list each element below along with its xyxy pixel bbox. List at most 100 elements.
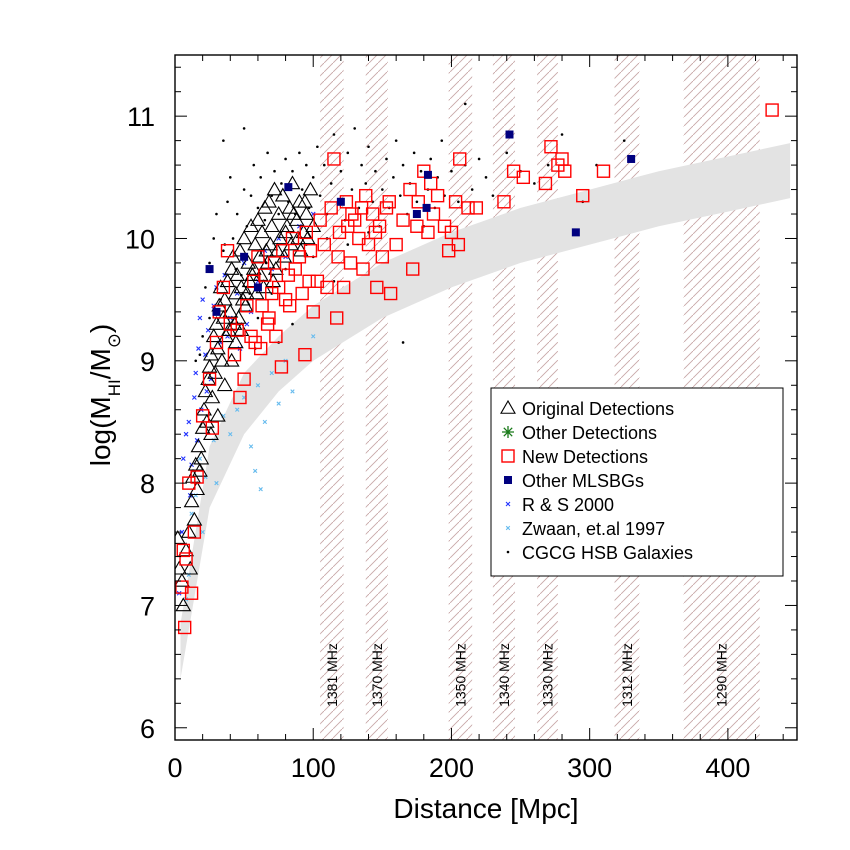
point-original-detections	[193, 450, 210, 465]
point-zwaan-et-al-1997	[197, 456, 203, 461]
point-r-s-2000	[196, 346, 201, 351]
point-cgcg-hsb-galaxies	[280, 182, 283, 185]
point-new-detections	[461, 201, 475, 215]
legend-label-r-s-2000: R & S 2000	[522, 495, 614, 515]
point-original-detections	[209, 407, 226, 422]
point-cgcg-hsb-galaxies	[222, 139, 225, 142]
point-cgcg-hsb-galaxies	[477, 157, 481, 161]
point-new-detections	[406, 262, 420, 276]
point-new-detections	[375, 250, 390, 264]
point-cgcg-hsb-galaxies	[198, 353, 202, 356]
point-original-detections	[197, 383, 214, 398]
point-original-detections	[227, 334, 244, 349]
y-tick-label: 11	[127, 102, 155, 132]
legend-box	[490, 387, 784, 577]
point-new-detections	[453, 152, 467, 166]
x-tick-label: 0	[167, 753, 182, 783]
point-cgcg-hsb-galaxies	[381, 188, 384, 191]
point-cgcg-hsb-galaxies	[259, 176, 262, 179]
point-original-detections	[276, 248, 293, 263]
point-new-detections	[469, 201, 484, 215]
point-other-mlsbgs	[284, 183, 293, 192]
point-new-detections	[538, 176, 553, 191]
point-cgcg-hsb-galaxies	[291, 169, 294, 173]
point-new-detections	[313, 213, 327, 227]
point-original-detections	[222, 303, 239, 318]
point-r-s-2000	[183, 431, 189, 437]
rfi-band-label: 1330 MHz	[540, 643, 556, 707]
point-original-detections	[229, 267, 246, 281]
point-original-detections	[285, 205, 302, 220]
point-new-detections	[430, 188, 445, 203]
legend-marker-zwaan-et-al-1997	[505, 525, 511, 531]
point-cgcg-hsb-galaxies	[374, 169, 377, 173]
point-original-detections	[245, 260, 262, 275]
point-cgcg-hsb-galaxies	[231, 237, 235, 240]
rfi-band-label: 1381 MHz	[324, 643, 340, 707]
point-cgcg-hsb-galaxies	[457, 200, 460, 204]
point-cgcg-hsb-galaxies	[266, 151, 269, 155]
point-new-detections	[187, 525, 202, 539]
data-points	[175, 102, 779, 635]
point-cgcg-hsb-galaxies	[318, 194, 322, 197]
legend-marker-other-detections	[502, 426, 514, 438]
y-axis-title-end: )	[85, 324, 116, 333]
point-new-detections	[176, 543, 190, 558]
point-original-detections	[175, 597, 192, 612]
rfi-band-label: 1340 MHz	[496, 643, 512, 707]
point-cgcg-hsb-galaxies	[533, 182, 536, 185]
point-zwaan-et-al-1997	[255, 383, 261, 388]
point-cgcg-hsb-galaxies	[252, 163, 256, 167]
point-new-detections	[361, 237, 376, 252]
point-original-detections	[190, 438, 207, 453]
point-cgcg-hsb-galaxies	[311, 176, 315, 179]
point-cgcg-hsb-galaxies	[322, 163, 326, 167]
point-new-detections	[302, 274, 316, 288]
point-zwaan-et-al-1997	[276, 401, 281, 406]
point-cgcg-hsb-galaxies	[429, 157, 433, 161]
point-cgcg-hsb-galaxies	[484, 176, 488, 179]
point-new-detections	[497, 195, 511, 209]
point-new-detections	[179, 552, 193, 566]
point-original-detections	[216, 377, 233, 392]
point-original-detections	[272, 230, 288, 245]
point-original-detections	[196, 401, 212, 416]
point-new-detections	[227, 347, 242, 362]
point-new-detections	[177, 620, 192, 635]
point-cgcg-hsb-galaxies	[222, 249, 225, 253]
point-original-detections	[182, 560, 199, 575]
point-new-detections	[299, 225, 314, 240]
point-new-detections	[269, 329, 283, 344]
legend-marker-other-mlsbgs	[504, 476, 512, 484]
point-cgcg-hsb-galaxies	[201, 335, 204, 338]
point-original-detections	[296, 193, 313, 208]
point-new-detections	[596, 164, 611, 178]
point-new-detections	[396, 213, 410, 227]
point-cgcg-hsb-galaxies	[353, 127, 356, 130]
point-other-mlsbgs	[423, 170, 432, 179]
point-cgcg-hsb-galaxies	[450, 169, 453, 173]
point-original-detections	[186, 511, 203, 526]
point-cgcg-hsb-galaxies	[235, 212, 239, 216]
point-new-detections	[276, 244, 290, 258]
point-new-detections	[324, 201, 338, 215]
point-cgcg-hsb-galaxies	[208, 316, 211, 320]
point-other-mlsbgs	[422, 203, 431, 212]
point-original-detections	[305, 218, 322, 233]
point-new-detections	[421, 225, 435, 240]
legend-marker-original-detections	[500, 399, 516, 414]
point-zwaan-et-al-1997	[311, 334, 316, 339]
point-cgcg-hsb-galaxies	[284, 157, 287, 161]
point-original-detections	[238, 285, 255, 300]
point-other-mlsbgs	[212, 307, 221, 316]
point-new-detections	[544, 140, 558, 154]
rfi-band	[448, 55, 473, 740]
point-zwaan-et-al-1997	[252, 468, 258, 474]
point-new-detections	[410, 219, 424, 233]
point-original-detections	[178, 542, 195, 557]
point-new-detections	[516, 170, 531, 185]
point-cgcg-hsb-galaxies	[622, 139, 626, 142]
point-zwaan-et-al-1997	[248, 444, 254, 449]
point-zwaan-et-al-1997	[258, 487, 263, 492]
